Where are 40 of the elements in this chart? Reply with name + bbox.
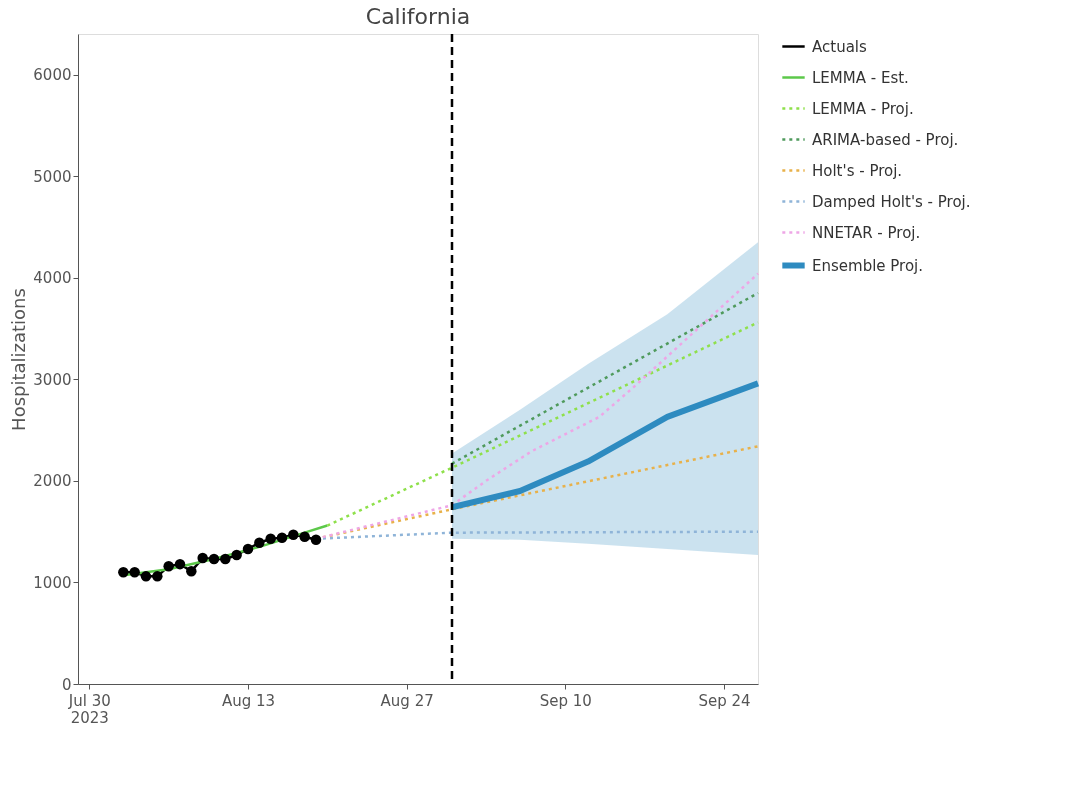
legend-label: Holt's - Proj. <box>812 161 903 180</box>
chart-title: California <box>365 3 471 29</box>
legend-label: NNETAR - Proj. <box>812 223 921 242</box>
y-tick-label: 1000 <box>33 573 72 592</box>
point <box>152 571 163 582</box>
x-tick-label: Jul 30 2023 <box>67 691 111 727</box>
y-tick-label: 6000 <box>33 66 72 85</box>
point <box>276 532 288 543</box>
point <box>186 566 197 577</box>
point <box>231 549 242 561</box>
legend-label: ARIMA-based - Proj. <box>812 130 959 149</box>
y-tick-label: 4000 <box>33 269 72 288</box>
x-tick-label: Sep 10 <box>539 691 592 710</box>
point <box>299 531 310 542</box>
legend-label: LEMMA - Est. <box>812 68 909 87</box>
y-tick-label: 3000 <box>33 370 72 389</box>
point <box>118 567 129 578</box>
legend-label: Actuals <box>812 37 867 56</box>
point <box>254 537 265 549</box>
point <box>174 558 186 570</box>
y-tick-label: 0 <box>61 675 72 694</box>
y-tick-label: 2000 <box>33 472 72 491</box>
point <box>220 553 231 565</box>
legend-label: Ensemble Proj. <box>812 256 924 275</box>
point <box>310 534 322 546</box>
legend-label: LEMMA - Proj. <box>812 99 914 118</box>
x-tick-label: Aug 13 <box>221 691 276 710</box>
y-tick-label: 5000 <box>33 167 72 186</box>
point <box>242 543 254 555</box>
point <box>265 533 276 544</box>
x-tick-label: Sep 24 <box>698 691 751 710</box>
point <box>197 552 208 564</box>
legend-label: Damped Holt's - Proj. <box>812 192 971 211</box>
y-axis-title: Hospitalizations <box>8 288 30 431</box>
point <box>163 560 174 572</box>
point <box>140 571 152 582</box>
x-tick-label: Aug 27 <box>380 691 434 710</box>
point <box>288 529 299 540</box>
point <box>129 567 140 578</box>
point <box>208 553 220 565</box>
